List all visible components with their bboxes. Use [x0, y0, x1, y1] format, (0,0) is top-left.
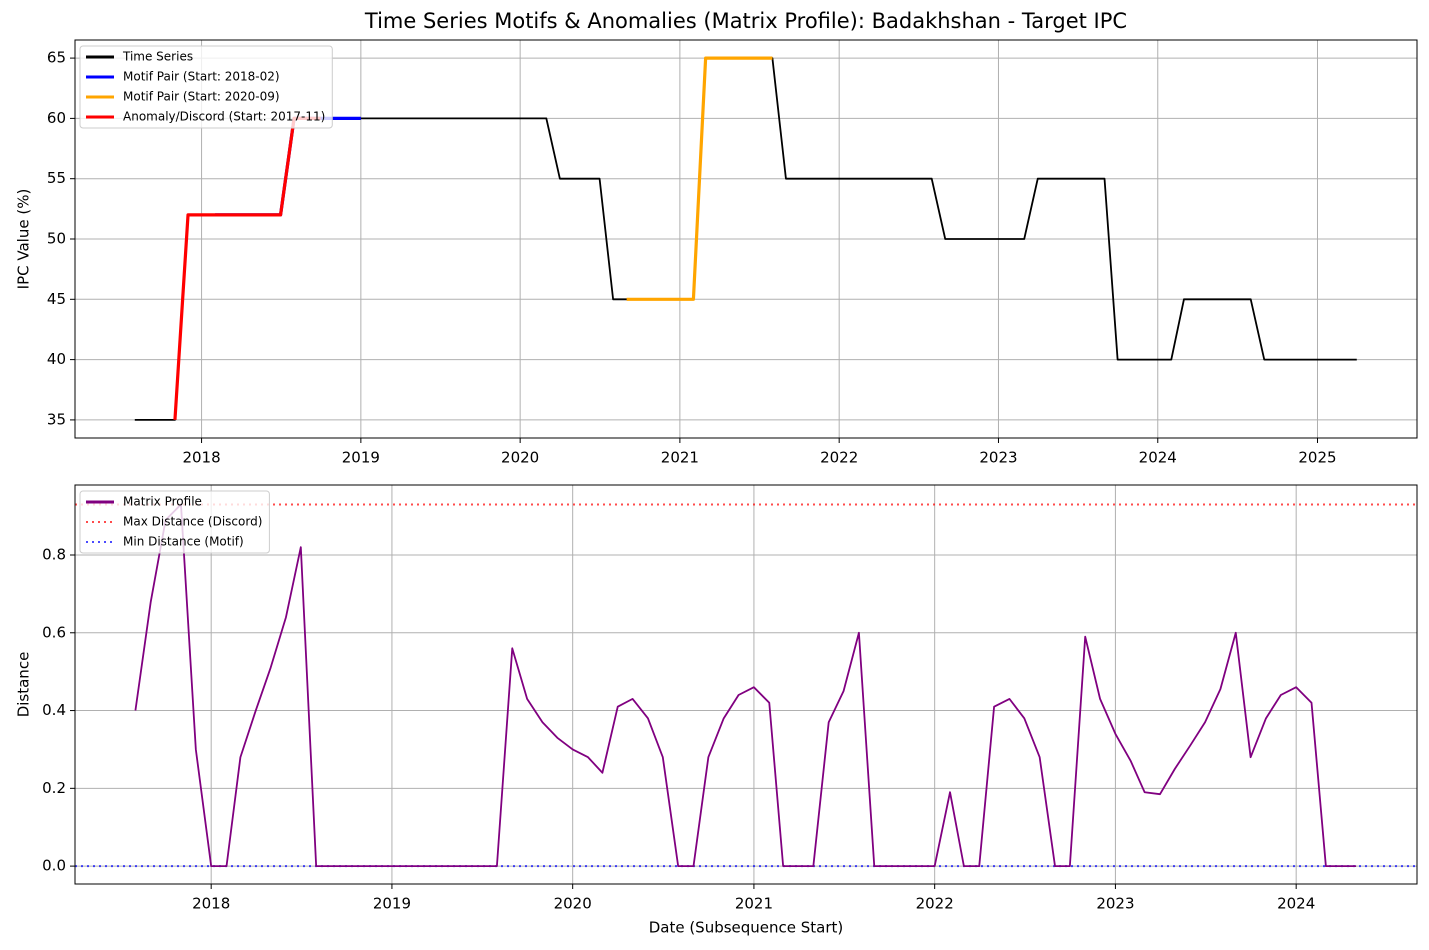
legend-label: Anomaly/Discord (Start: 2017-11): [123, 110, 325, 124]
y-tick-label: 0.8: [42, 546, 66, 564]
y-tick-label: 35: [47, 410, 66, 428]
x-tick-label: 2023: [979, 449, 1017, 467]
legend-label: Time Series: [122, 50, 193, 64]
x-tick-label: 2025: [1298, 449, 1336, 467]
data-line: [173, 116, 321, 421]
x-tick-label: 2020: [501, 449, 539, 467]
x-axis-label: Date (Subsequence Start): [649, 919, 844, 937]
y-tick-label: 0.0: [42, 857, 66, 875]
y-axis-label: Distance: [15, 652, 33, 718]
legend-box: [79, 45, 333, 129]
x-tick-label: 2020: [554, 895, 592, 913]
legend-label: Matrix Profile: [123, 495, 202, 509]
x-tick-label: 2018: [192, 895, 230, 913]
x-tick-label: 2022: [916, 895, 954, 913]
y-tick-label: 45: [47, 290, 66, 308]
y-tick-label: 55: [47, 169, 66, 187]
y-tick-label: 50: [47, 230, 66, 248]
y-tick-label: 0.6: [42, 623, 66, 641]
y-tick-label: 60: [47, 109, 66, 127]
y-tick-label: 0.2: [42, 779, 66, 797]
x-tick-label: 2021: [661, 449, 699, 467]
plot-area: [75, 503, 1417, 868]
legend-label: Motif Pair (Start: 2018-02): [123, 70, 280, 84]
x-tick-label: 2024: [1139, 449, 1177, 467]
plot-frame: [74, 484, 1418, 885]
y-tick-label: 0.4: [42, 701, 66, 719]
legend-label: Max Distance (Discord): [123, 515, 262, 529]
data-line: [134, 503, 1357, 868]
legend-label: Min Distance (Motif): [123, 535, 244, 549]
data-line: [626, 56, 773, 301]
y-axis-label: IPC Value (%): [15, 189, 33, 290]
legend-label: Motif Pair (Start: 2020-09): [123, 90, 280, 104]
x-tick-label: 2024: [1277, 895, 1315, 913]
y-tick-label: 40: [47, 350, 66, 368]
legend-box: [79, 490, 270, 554]
x-tick-label: 2018: [182, 449, 220, 467]
y-tick-label: 65: [47, 49, 66, 67]
chart-title: Time Series Motifs & Anomalies (Matrix P…: [364, 9, 1127, 33]
x-tick-label: 2022: [820, 449, 858, 467]
x-tick-label: 2019: [373, 895, 411, 913]
plot-frame: [74, 39, 1418, 439]
x-tick-label: 2019: [342, 449, 380, 467]
x-tick-label: 2023: [1096, 895, 1134, 913]
x-tick-label: 2021: [735, 895, 773, 913]
